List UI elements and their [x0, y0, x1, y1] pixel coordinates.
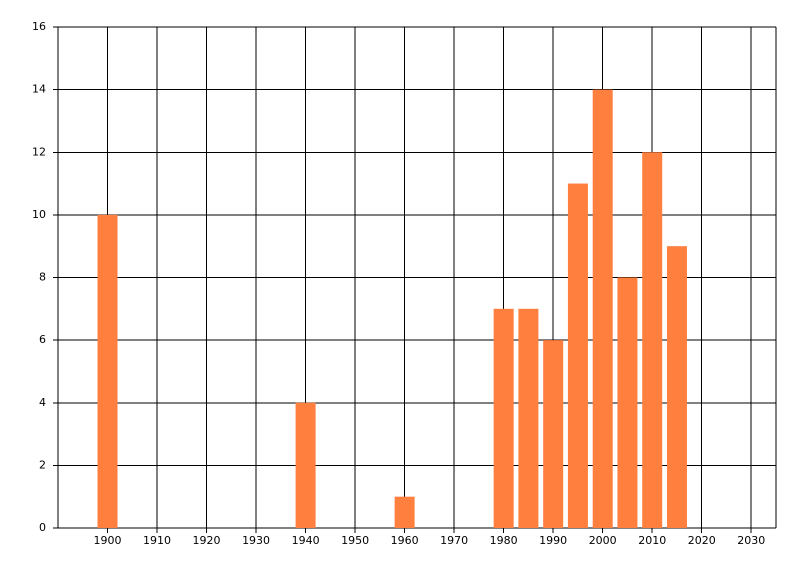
x-tick-label: 1960 — [391, 534, 419, 547]
x-tick-label: 2030 — [737, 534, 765, 547]
x-tick-label: 1910 — [143, 534, 171, 547]
x-tick-label: 1940 — [292, 534, 320, 547]
x-tick-label: 1980 — [490, 534, 518, 547]
bar — [617, 277, 638, 528]
y-tick-label: 0 — [39, 521, 46, 534]
bar — [592, 89, 613, 528]
y-tick-label: 6 — [39, 333, 46, 346]
x-tick-label: 1900 — [94, 534, 122, 547]
bar — [97, 214, 118, 528]
bar — [518, 308, 539, 528]
bar — [666, 246, 687, 528]
bar — [295, 402, 316, 528]
y-tick-label: 16 — [32, 20, 46, 33]
bar — [394, 496, 415, 528]
x-tick-label: 1950 — [341, 534, 369, 547]
y-tick-label: 10 — [32, 208, 46, 221]
x-tick-label: 2020 — [688, 534, 716, 547]
x-tick-label: 2000 — [589, 534, 617, 547]
x-tick-label: 1920 — [193, 534, 221, 547]
y-tick-label: 2 — [39, 458, 46, 471]
y-tick-label: 4 — [39, 396, 46, 409]
bar — [567, 183, 588, 528]
x-tick-label: 1970 — [440, 534, 468, 547]
y-tick-label: 14 — [32, 83, 46, 96]
bar — [543, 340, 564, 528]
y-tick-label: 8 — [39, 271, 46, 284]
y-tick-label: 12 — [32, 145, 46, 158]
bar — [642, 152, 663, 528]
x-tick-label: 2010 — [638, 534, 666, 547]
x-tick-label: 1990 — [539, 534, 567, 547]
bar — [493, 308, 514, 528]
x-tick-label: 1930 — [242, 534, 270, 547]
